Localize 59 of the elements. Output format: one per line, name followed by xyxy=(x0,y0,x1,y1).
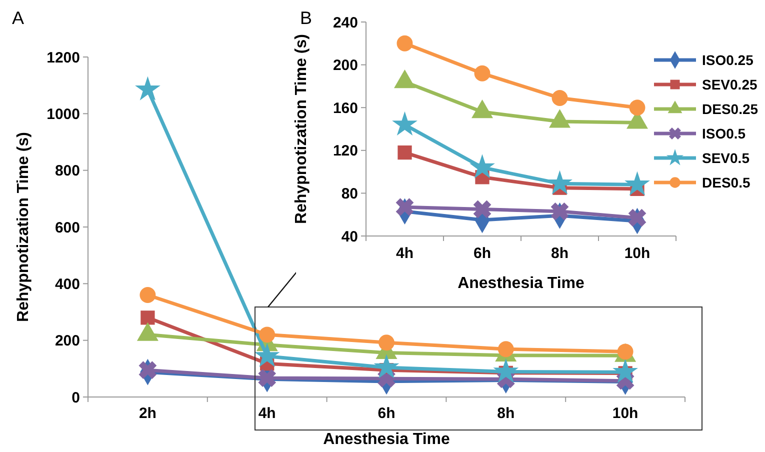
point xyxy=(612,358,638,383)
y-tick-label: 160 xyxy=(332,100,358,117)
point xyxy=(547,170,572,194)
y-tick-label: 1000 xyxy=(46,106,80,123)
y-axis-title: Rehypnotization Time (s) xyxy=(293,34,310,224)
point xyxy=(629,100,646,116)
y-tick-label: 800 xyxy=(54,162,80,180)
x-axis-title: Anesthesia Time xyxy=(323,431,450,448)
legend-label: SEV0.5 xyxy=(702,150,750,166)
y-tick-label: 40 xyxy=(341,228,358,246)
x-tick-label: 2h xyxy=(138,405,156,422)
point xyxy=(135,76,160,100)
x-tick-label: 8h xyxy=(550,245,569,262)
y-tick-label: 600 xyxy=(54,219,80,236)
point xyxy=(398,145,412,160)
legend-label: SEV0.25 xyxy=(702,76,758,92)
point xyxy=(550,202,569,220)
x-tick-label: 10h xyxy=(612,405,638,422)
y-tick-label: 200 xyxy=(332,57,358,74)
y-tick-label: 200 xyxy=(54,332,80,350)
y-tick-label: 400 xyxy=(54,276,80,293)
point xyxy=(470,154,495,178)
point xyxy=(140,310,155,325)
point xyxy=(138,361,157,380)
legend-label: DES0.25 xyxy=(702,100,758,117)
x-tick-label: 6h xyxy=(473,245,492,262)
y-tick-label: 240 xyxy=(332,14,358,32)
legend-label: ISO0.25 xyxy=(702,52,754,68)
point xyxy=(473,200,492,218)
legend-label: ISO0.5 xyxy=(702,125,746,142)
point xyxy=(474,65,490,82)
y-tick-label: 1200 xyxy=(46,49,80,66)
point xyxy=(396,35,413,52)
y-tick-label: 80 xyxy=(341,185,358,202)
y-tick-label: 120 xyxy=(332,142,358,160)
point xyxy=(374,354,400,378)
text: A xyxy=(12,8,24,28)
point xyxy=(254,342,280,367)
point xyxy=(259,326,276,343)
point xyxy=(552,90,568,106)
x-tick-label: 4h xyxy=(258,405,276,422)
point xyxy=(624,171,650,196)
x-tick-label: 10h xyxy=(624,245,650,262)
point xyxy=(396,198,414,216)
point xyxy=(498,341,514,358)
point xyxy=(493,358,519,383)
point xyxy=(378,334,394,351)
x-axis-title: Anesthesia Time xyxy=(458,275,585,292)
x-tick-label: 8h xyxy=(497,405,515,422)
x-tick-label: 6h xyxy=(378,405,396,422)
point xyxy=(628,208,646,227)
point xyxy=(392,111,418,136)
y-axis-title: Rehypnotization Time (s) xyxy=(15,132,32,322)
y-tick-label: 0 xyxy=(72,389,80,406)
point xyxy=(258,369,276,387)
point xyxy=(140,287,156,303)
x-tick-label: 4h xyxy=(396,245,414,262)
legend-label: DES0.5 xyxy=(702,174,750,190)
text: B xyxy=(300,8,312,28)
